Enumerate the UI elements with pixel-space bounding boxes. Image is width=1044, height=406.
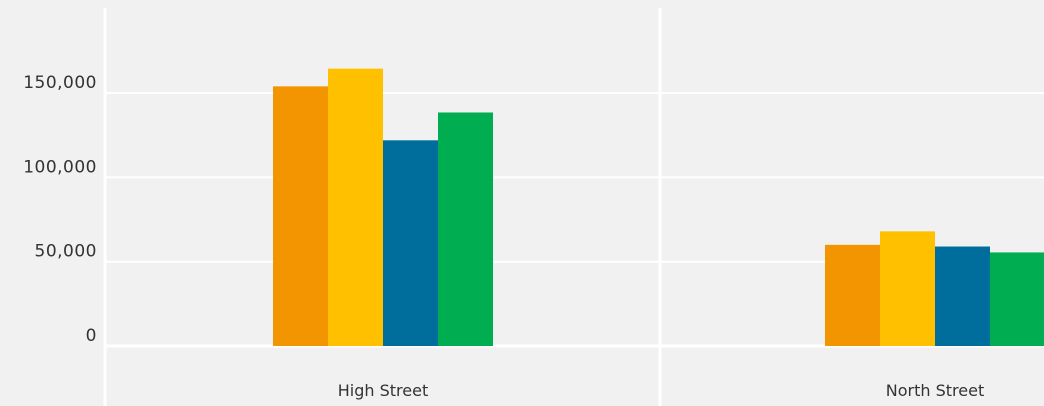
x-category-label: High Street bbox=[338, 381, 428, 400]
bar bbox=[825, 244, 880, 346]
y-tick-label: 150,000 bbox=[23, 73, 97, 93]
y-tick-label: 100,000 bbox=[23, 157, 97, 177]
bar bbox=[328, 68, 383, 346]
x-category-label: North Street bbox=[886, 381, 984, 400]
y-tick-label: 0 bbox=[86, 326, 97, 346]
bar bbox=[273, 86, 328, 346]
bar bbox=[383, 140, 438, 346]
bar bbox=[990, 252, 1044, 346]
bar bbox=[880, 231, 935, 346]
bar bbox=[935, 246, 990, 346]
y-tick-label: 50,000 bbox=[35, 242, 97, 262]
bar bbox=[438, 112, 493, 346]
